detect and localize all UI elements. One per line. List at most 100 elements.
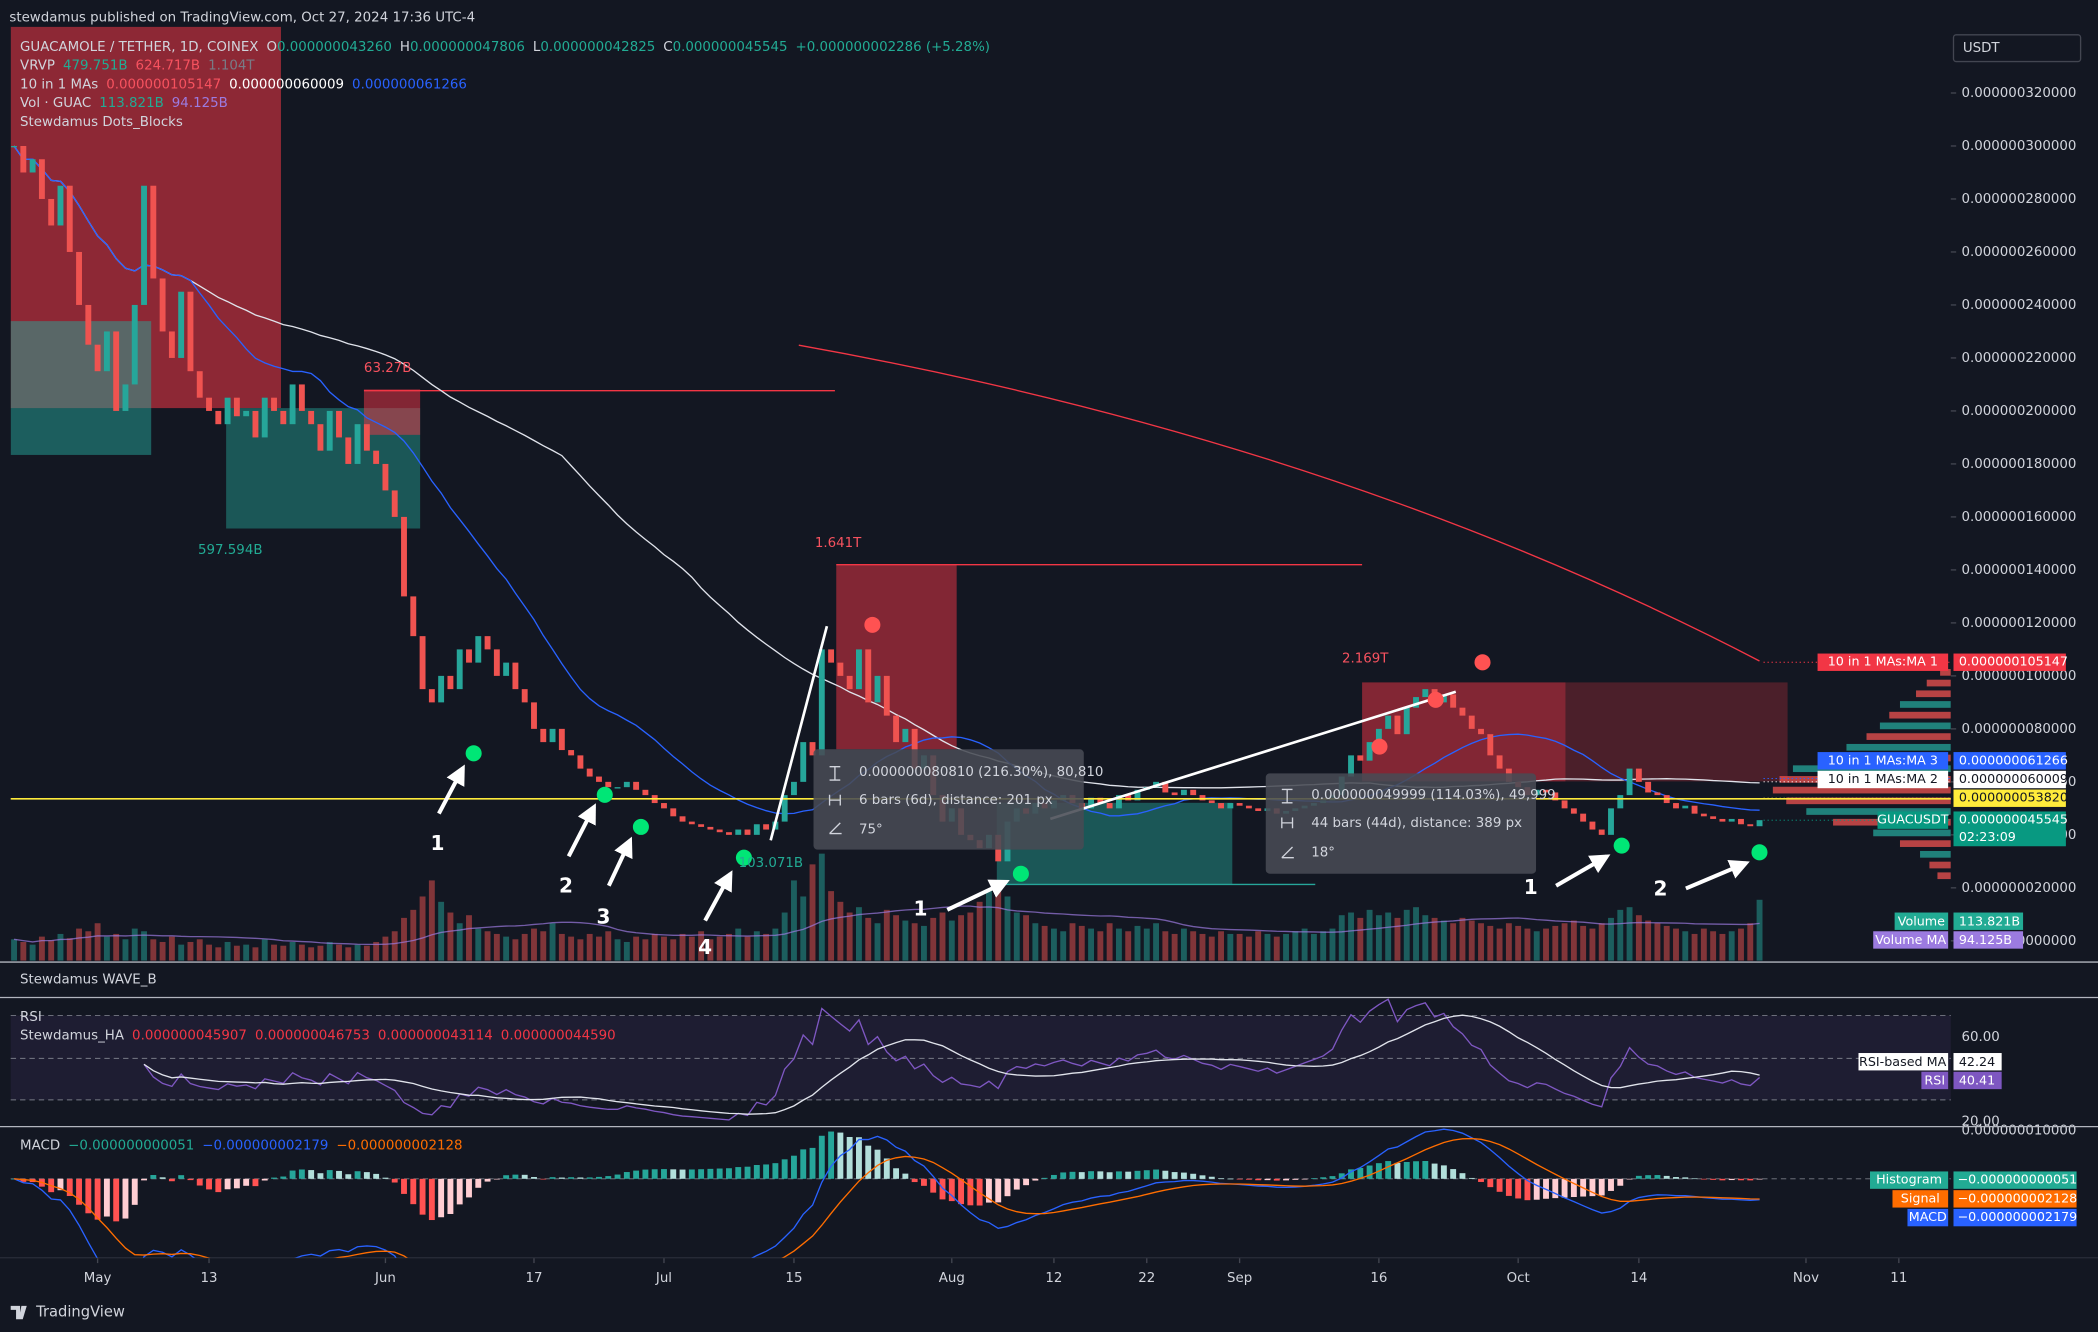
badge-value: 0.000000060009 bbox=[1959, 771, 2068, 786]
candle bbox=[707, 826, 714, 830]
candle bbox=[224, 397, 231, 425]
macd-line bbox=[13, 1128, 1760, 1258]
candle bbox=[1375, 728, 1382, 743]
volume-bar bbox=[103, 936, 110, 961]
badge-value-box bbox=[1953, 653, 2066, 671]
badge-countdown: 02:23:09 bbox=[1959, 829, 2016, 844]
macd-histogram bbox=[1078, 1172, 1085, 1179]
rsi-badges: RSI-based MA 42.24 RSI 40.41 bbox=[1858, 1053, 2002, 1090]
volume-bar bbox=[1283, 933, 1289, 961]
macd-histogram bbox=[94, 1178, 101, 1220]
price-badges: 10 in 1 MAs:MA 1 0.000000105147 10 in 1 MA… bbox=[1763, 653, 2077, 1227]
volume-bar bbox=[187, 941, 194, 961]
macd-histogram bbox=[1050, 1174, 1057, 1179]
volume-bar bbox=[1134, 925, 1141, 961]
y-tick-label: 0.000000080000 bbox=[1962, 722, 2077, 737]
volume-bar bbox=[1106, 923, 1113, 961]
volume-bar bbox=[243, 944, 250, 961]
volume-bar bbox=[66, 938, 73, 961]
macd-histogram bbox=[298, 1169, 305, 1179]
volume-bar bbox=[1598, 923, 1605, 961]
candle bbox=[623, 781, 630, 788]
volume-bar bbox=[1357, 917, 1364, 961]
x-tick-label: 13 bbox=[201, 1271, 218, 1286]
candle bbox=[29, 159, 36, 173]
volume-bar bbox=[484, 931, 491, 961]
candle bbox=[150, 185, 157, 279]
volume-bar bbox=[1459, 917, 1466, 961]
macd-histogram bbox=[1728, 1178, 1735, 1181]
volume-bar bbox=[614, 939, 621, 961]
macd-histogram bbox=[280, 1176, 287, 1179]
rsi-levels bbox=[10, 1015, 1951, 1101]
x-tick-label: 17 bbox=[525, 1271, 542, 1286]
volume-bar bbox=[1115, 928, 1122, 961]
volume-bar bbox=[456, 923, 463, 961]
volume-bar bbox=[1227, 933, 1234, 961]
volume-bar bbox=[1403, 909, 1410, 961]
indicator-legend: 10 in 1 MAs 0.000000105147 0.000000060009 0… bbox=[20, 77, 467, 92]
candle bbox=[716, 829, 723, 833]
candle bbox=[1088, 797, 1095, 809]
candle bbox=[66, 185, 73, 252]
volume-bar bbox=[1617, 909, 1624, 961]
candle bbox=[308, 410, 315, 425]
candle bbox=[57, 185, 64, 226]
y-tick-label: 0.000000240000 bbox=[1962, 298, 2077, 313]
macd-histogram bbox=[605, 1176, 612, 1179]
volume-bar bbox=[131, 928, 138, 961]
candle bbox=[1654, 792, 1661, 796]
macd-histogram bbox=[1236, 1178, 1243, 1180]
macd-histogram bbox=[196, 1178, 203, 1186]
macd-histogram bbox=[883, 1158, 890, 1179]
volume-bar bbox=[558, 933, 565, 961]
candle bbox=[1255, 808, 1262, 812]
candle bbox=[1227, 803, 1234, 809]
volume-bar bbox=[1023, 915, 1030, 961]
volume-bar bbox=[1478, 923, 1484, 961]
badge-name: Volume bbox=[1898, 913, 1945, 928]
candle bbox=[670, 808, 677, 817]
volume-bar bbox=[1348, 912, 1354, 961]
volume-bar bbox=[828, 891, 835, 961]
macd-histogram bbox=[1431, 1163, 1438, 1179]
currency[interactable]: USDT bbox=[1963, 41, 2001, 56]
macd-legend: MACD −0.000000000051 −0.000000002179 −0.000… bbox=[20, 1138, 462, 1153]
candle bbox=[1190, 789, 1197, 796]
volume-bar bbox=[1245, 936, 1252, 961]
macd-histogram bbox=[846, 1136, 853, 1179]
candle bbox=[1440, 694, 1447, 703]
macd-histogram bbox=[410, 1178, 417, 1205]
candle bbox=[1218, 803, 1224, 809]
macd-histogram bbox=[1218, 1178, 1224, 1179]
volume-bar bbox=[1570, 920, 1577, 961]
volume-bar bbox=[1654, 923, 1661, 961]
volume-bar bbox=[716, 936, 723, 961]
count-label: 2 bbox=[1653, 876, 1667, 900]
volume-bar bbox=[271, 944, 277, 961]
block-volume-label: 1.641T bbox=[815, 536, 862, 551]
currency-box[interactable] bbox=[1952, 34, 2082, 63]
candle bbox=[1208, 800, 1215, 804]
candle bbox=[466, 649, 472, 663]
ohlc-value: 0.000000045545 bbox=[673, 40, 788, 55]
volume-bar bbox=[1700, 928, 1707, 961]
candle bbox=[94, 344, 101, 372]
count-label: 3 bbox=[596, 904, 610, 928]
macd-histogram bbox=[1561, 1178, 1568, 1198]
volume-bar bbox=[233, 945, 240, 961]
volume-bar bbox=[1413, 907, 1419, 961]
macd-histogram bbox=[1134, 1170, 1141, 1179]
macd-histogram bbox=[85, 1178, 92, 1214]
candle bbox=[1394, 715, 1401, 735]
candle bbox=[1570, 808, 1577, 814]
candle bbox=[828, 649, 835, 663]
candle bbox=[1422, 689, 1429, 698]
candle bbox=[512, 662, 519, 690]
candle bbox=[354, 424, 361, 464]
volume-bar bbox=[976, 901, 983, 961]
candle bbox=[1385, 715, 1392, 729]
candle bbox=[484, 636, 491, 650]
badge-value: 0.000000061266 bbox=[1959, 752, 2068, 767]
macd-histogram bbox=[809, 1147, 816, 1179]
